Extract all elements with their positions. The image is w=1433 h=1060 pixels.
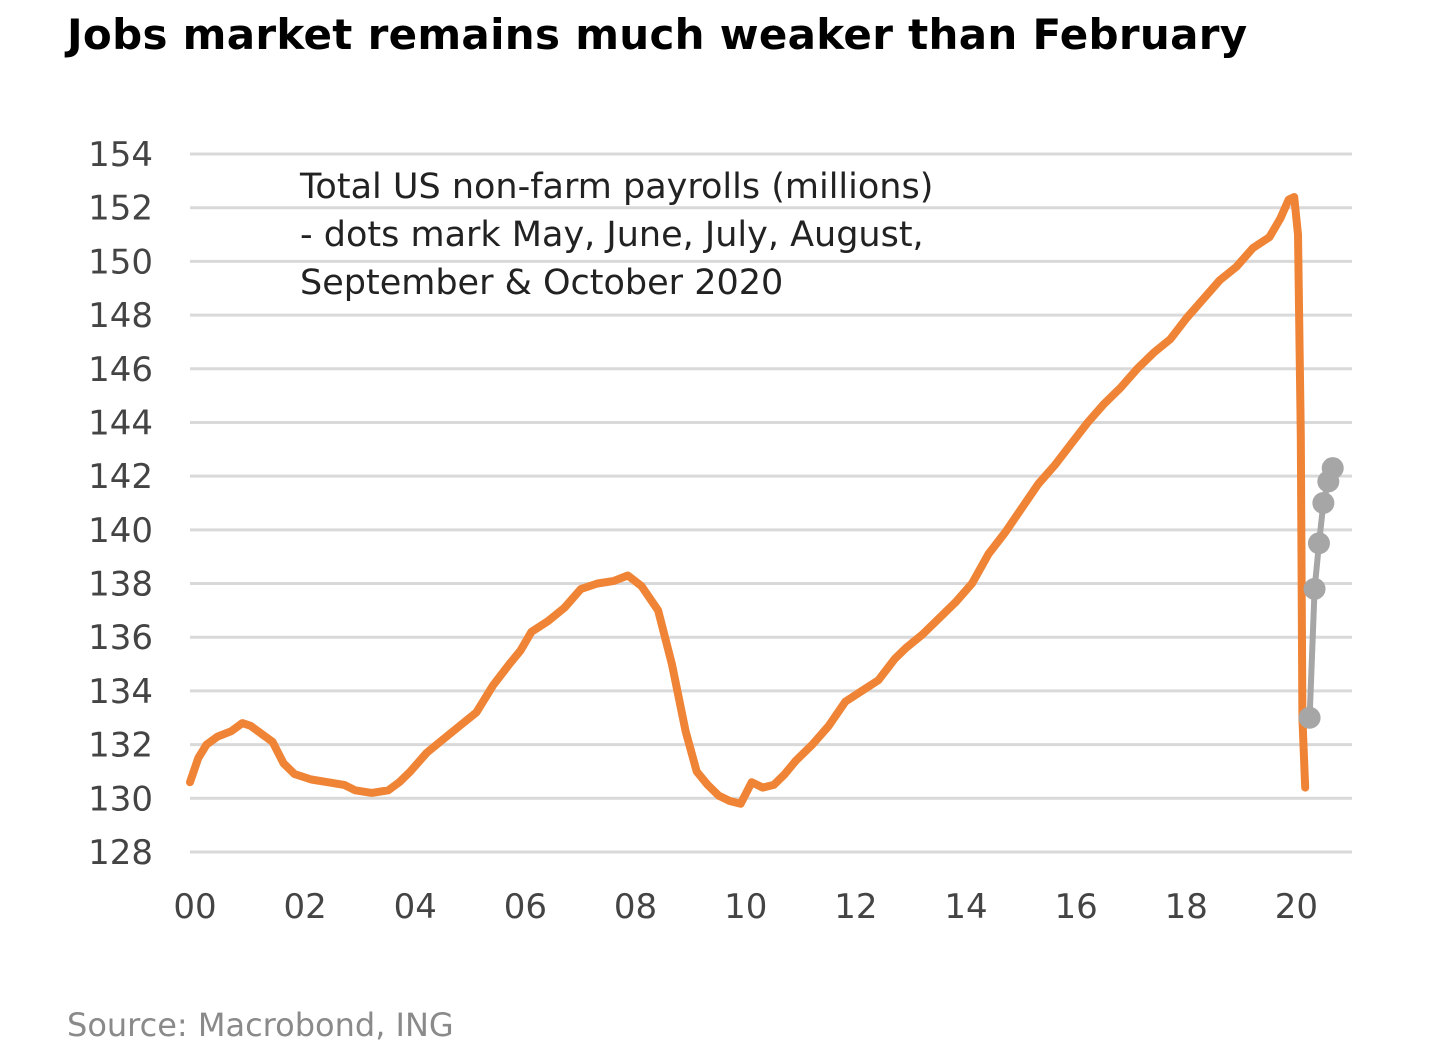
y-tick-label: 134 [88,672,153,712]
recovery-dot [1321,457,1344,480]
x-tick-label: 18 [1165,887,1208,927]
annotation-line: - dots mark May, June, July, August, [300,215,924,255]
y-tick-label: 154 [88,135,153,175]
chart-canvas: 154 152 150 148 146 144 142 140 138 136 134 132 130 1… [88,135,1352,927]
recovery-dot [1307,532,1330,555]
recovery-dot [1298,706,1321,729]
x-tick-label: 00 [173,887,216,927]
x-tick-label: 06 [504,887,547,927]
x-tick-label: 02 [284,887,327,927]
x-tick-label: 04 [394,887,437,927]
y-tick-label: 140 [88,511,153,551]
annotation-line: Total US non-farm payrolls (millions) [299,167,933,207]
gridlines [190,152,1352,854]
y-tick-label: 150 [88,242,153,282]
y-tick-label: 136 [88,618,153,658]
x-tick-label: 08 [614,887,657,927]
y-tick-label: 132 [88,726,153,766]
y-axis-labels: 154 152 150 148 146 144 142 140 138 136 134 132 130 1… [88,135,153,873]
x-tick-label: 16 [1055,887,1098,927]
x-axis-labels: 00 02 04 06 08 10 12 14 16 18 20 [173,887,1318,927]
annotation: Total US non-farm payrolls (millions) - d… [299,167,933,303]
payrolls-line [186,193,1310,808]
y-tick-label: 128 [88,833,153,873]
series-layer [186,193,1310,808]
y-tick-label: 144 [88,403,153,443]
chart-title: Jobs market remains much weaker than Feb… [67,10,1248,59]
x-tick-label: 14 [944,887,987,927]
y-tick-label: 142 [88,457,153,497]
recovery-dot [1303,577,1326,600]
y-tick-label: 148 [88,296,153,336]
y-tick-label: 130 [88,779,153,819]
dots-layer [1298,457,1344,729]
source-note: Source: Macrobond, ING [67,1006,454,1044]
annotation-line: September & October 2020 [300,263,783,303]
y-tick-label: 138 [88,565,153,605]
x-tick-label: 10 [724,887,767,927]
x-tick-label: 12 [834,887,877,927]
recovery-dot [1312,492,1335,514]
x-tick-label: 20 [1275,887,1318,927]
y-tick-label: 152 [88,189,153,229]
y-tick-label: 146 [88,350,153,390]
